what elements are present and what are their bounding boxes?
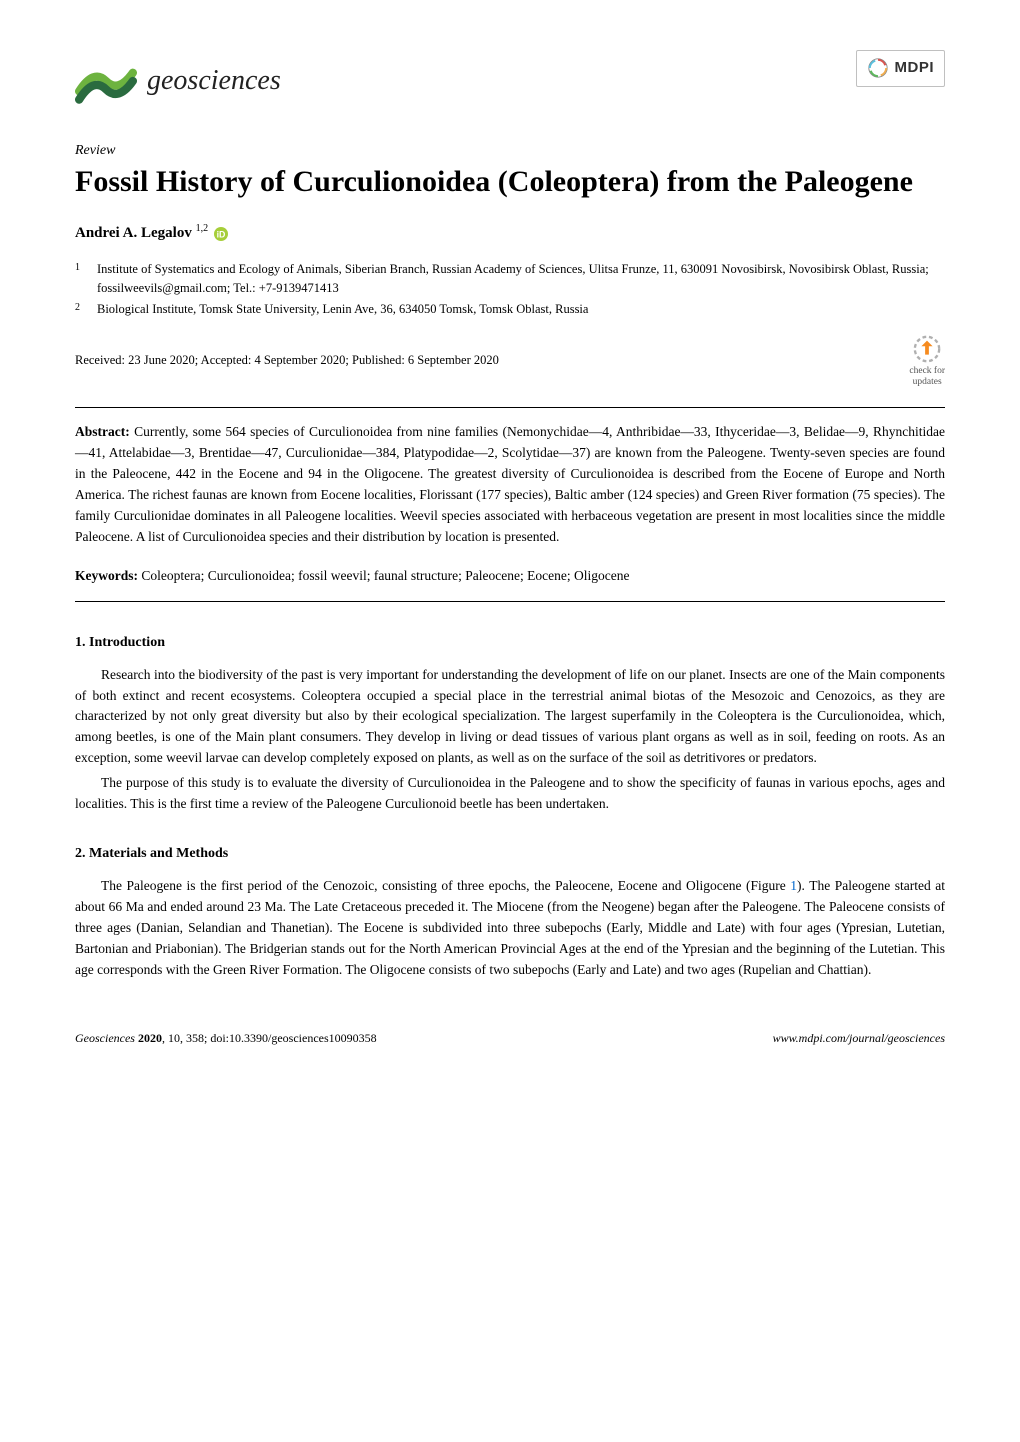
- check-updates-icon: [912, 334, 942, 364]
- mdpi-circle-icon: [867, 57, 889, 79]
- journal-name: geosciences: [147, 60, 281, 102]
- affil-num: 2: [75, 300, 97, 319]
- dates-row: Received: 23 June 2020; Accepted: 4 Sept…: [75, 334, 945, 387]
- check-updates-line1: check for: [909, 366, 945, 376]
- check-updates-badge[interactable]: check for updates: [909, 334, 945, 387]
- journal-logo-icon: [75, 50, 137, 112]
- author-affil-marker: 1,2: [196, 223, 209, 234]
- abstract-text: Abstract: Currently, some 564 species of…: [75, 422, 945, 548]
- affiliation-row: 2 Biological Institute, Tomsk State Univ…: [75, 300, 945, 319]
- journal-brand: geosciences: [75, 50, 281, 112]
- svg-text:iD: iD: [216, 230, 225, 240]
- footer-year: 2020: [138, 1031, 162, 1045]
- abstract-block: Abstract: Currently, some 564 species of…: [75, 407, 945, 601]
- affil-num: 1: [75, 260, 97, 298]
- article-title: Fossil History of Curculionoidea (Coleop…: [75, 163, 945, 201]
- abstract-body: Currently, some 564 species of Curculion…: [75, 424, 945, 544]
- body-paragraph: Research into the biodiversity of the pa…: [75, 665, 945, 770]
- abstract-label: Abstract:: [75, 424, 130, 439]
- affil-text: Institute of Systematics and Ecology of …: [97, 260, 945, 298]
- affil-text: Biological Institute, Tomsk State Univer…: [97, 300, 945, 319]
- body-paragraph: The Paleogene is the first period of the…: [75, 876, 945, 981]
- body-paragraph: The purpose of this study is to evaluate…: [75, 773, 945, 815]
- footer-artnum: 358: [186, 1031, 204, 1045]
- footer-url-link[interactable]: www.mdpi.com/journal/geosciences: [773, 1031, 945, 1045]
- article-dates: Received: 23 June 2020; Accepted: 4 Sept…: [75, 351, 499, 370]
- affiliation-row: 1 Institute of Systematics and Ecology o…: [75, 260, 945, 298]
- author-line: Andrei A. Legalov 1,2 iD: [75, 221, 945, 245]
- affiliations: 1 Institute of Systematics and Ecology o…: [75, 260, 945, 318]
- publisher-logo[interactable]: MDPI: [856, 50, 946, 87]
- footer-volume: 10: [168, 1031, 180, 1045]
- author-name: Andrei A. Legalov: [75, 225, 192, 241]
- footer-citation: Geosciences 2020, 10, 358; doi:10.3390/g…: [75, 1029, 377, 1047]
- page-footer: Geosciences 2020, 10, 358; doi:10.3390/g…: [75, 1029, 945, 1047]
- section-heading: 2. Materials and Methods: [75, 843, 945, 864]
- article-type: Review: [75, 140, 945, 161]
- para-pre: The Paleogene is the first period of the…: [101, 878, 790, 893]
- section-heading: 1. Introduction: [75, 632, 945, 653]
- footer-doi: doi:10.3390/geosciences10090358: [210, 1031, 376, 1045]
- publisher-name: MDPI: [895, 57, 935, 80]
- orcid-icon[interactable]: iD: [214, 226, 228, 240]
- check-updates-line2: updates: [913, 377, 942, 387]
- header: geosciences MDPI: [75, 50, 945, 112]
- keywords-body: Coleoptera; Curculionoidea; fossil weevi…: [141, 568, 629, 583]
- keywords-label: Keywords:: [75, 568, 138, 583]
- footer-journal: Geosciences: [75, 1031, 135, 1045]
- footer-url[interactable]: www.mdpi.com/journal/geosciences: [773, 1029, 945, 1047]
- keywords-line: Keywords: Coleoptera; Curculionoidea; fo…: [75, 566, 945, 587]
